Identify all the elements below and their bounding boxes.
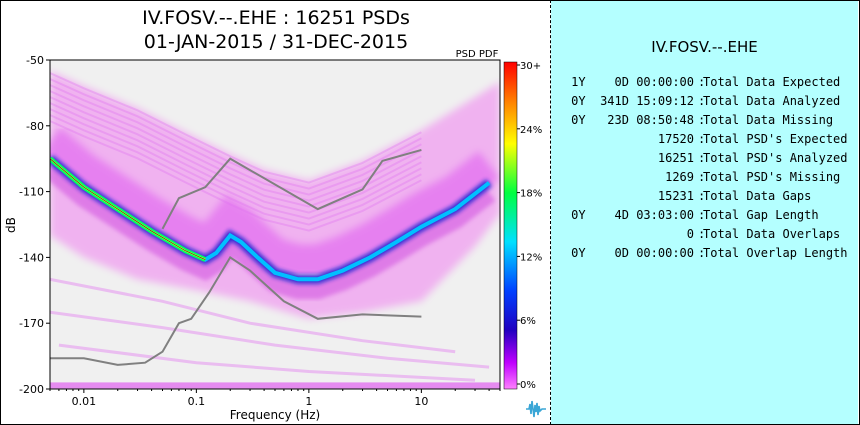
stats-separator: :: [698, 246, 706, 260]
stats-row: 17520: Total PSD's Expected: [551, 132, 858, 150]
seismic-wave-icon: [525, 397, 547, 419]
stats-label: Total Overlap Length: [703, 246, 848, 260]
stats-row: 0Y 23D 08:50:48: Total Data Missing: [551, 113, 858, 131]
x-tick-label: 10: [414, 395, 428, 408]
stats-label: Total Data Overlaps: [703, 227, 841, 241]
stats-label: Total Gap Length: [703, 208, 819, 222]
stats-row: 0: Total Data Overlaps: [551, 227, 858, 245]
stats-panel: IV.FOSV.--.EHE 1Y 0D 00:00:00: Total Data…: [551, 1, 858, 424]
colorbar-tick-label: 30+: [520, 61, 541, 72]
stats-value: 15231: [657, 189, 694, 203]
stats-separator: :: [698, 208, 706, 222]
high-noise-model-curve: [161, 148, 422, 230]
y-tick-label: -170: [19, 317, 44, 330]
pdf-faint-trace: [58, 343, 476, 382]
stats-separator: :: [698, 189, 706, 203]
y-tick-label: -200: [19, 383, 44, 396]
stats-value: 1269: [665, 170, 694, 184]
colorbar-title: PSD PDF: [456, 49, 499, 60]
chart-date-range: 01-JAN-2015 / 31-DEC-2015: [143, 31, 409, 53]
colorbar-tick-label: 24%: [520, 125, 542, 136]
pdf-faint-trace: [50, 90, 422, 202]
stats-separator: :: [698, 75, 706, 89]
stats-panel-title: IV.FOSV.--.EHE: [651, 38, 758, 56]
stats-label: Total Data Expected: [703, 75, 841, 89]
stats-row: 16251: Total PSD's Analyzed: [551, 151, 858, 169]
pdf-faint-trace: [50, 277, 456, 354]
colorbar-tick-label: 0%: [520, 380, 536, 391]
x-tick-label: 0.1: [188, 395, 206, 408]
stats-value: 0Y 4D 03:03:00: [571, 208, 694, 222]
pdf-faint-trace: [50, 78, 422, 190]
psd-pdf-chart: 0.01 0.1 1 10 -50 -80 -110 -140 -170 -200 Freque…: [4, 49, 547, 422]
pdf-faint-trace: [50, 310, 490, 369]
stats-label: Total PSD's Analyzed: [703, 151, 848, 165]
y-axis-label: dB: [4, 217, 18, 233]
x-axis: 0.01 0.1 1 10: [49, 389, 501, 408]
pdf-core-line: [50, 158, 206, 260]
stats-value: 0Y 0D 00:00:00: [571, 246, 694, 260]
stats-label: Total Data Analyzed: [703, 94, 841, 108]
chart-title: IV.FOSV.--.EHE : 16251 PSDs: [142, 7, 410, 29]
pdf-faint-trace: [50, 72, 422, 184]
low-noise-model-curve: [50, 255, 422, 366]
colorbar-tick-label: 12%: [520, 252, 542, 263]
stats-row: 1269: Total PSD's Missing: [551, 170, 858, 188]
pdf-faint-trace: [50, 108, 422, 220]
y-tick-label: -140: [19, 251, 44, 264]
stats-value: 0Y 341D 15:09:12: [571, 94, 694, 108]
stats-value: 0Y 23D 08:50:48: [571, 113, 694, 127]
pdf-faint-trace: [50, 102, 422, 214]
stats-separator: :: [698, 132, 706, 146]
stats-label: Total Data Gaps: [703, 189, 812, 203]
pdf-faint-trace: [50, 114, 422, 226]
stats-separator: :: [698, 94, 706, 108]
stats-separator: :: [698, 227, 706, 241]
pdf-faint-trace: [50, 96, 422, 208]
colorbar-ticks: 30+ 24% 18% 12% 6% 0%: [517, 61, 542, 391]
pdf-density-layers: [50, 71, 500, 389]
colorbar: [503, 61, 518, 390]
stats-value: 0: [686, 227, 694, 241]
pdf-floor-band: [50, 382, 500, 389]
x-tick-label: 0.01: [72, 395, 97, 408]
stats-separator: :: [698, 170, 706, 184]
y-tick-label: -110: [19, 186, 44, 199]
colorbar-tick-label: 18%: [520, 189, 542, 200]
stats-row: 15231: Total Data Gaps: [551, 189, 858, 207]
stats-row: 0Y 4D 03:03:00: Total Gap Length: [551, 208, 858, 226]
y-tick-label: -50: [26, 54, 44, 67]
x-tick-label: 1: [305, 395, 312, 408]
panel-divider: [550, 0, 551, 425]
x-axis-label: Frequency (Hz): [230, 408, 321, 422]
stats-separator: :: [698, 151, 706, 165]
pdf-faint-trace: [50, 84, 422, 196]
stats-value: 17520: [657, 132, 694, 146]
stats-label: Total PSD's Missing: [703, 170, 841, 184]
chart-panel: IV.FOSV.--.EHE : 16251 PSDs 01-JAN-2015 …: [1, 1, 550, 424]
stats-value: 1Y 0D 00:00:00: [571, 75, 694, 89]
stats-row: 1Y 0D 00:00:00: Total Data Expected: [551, 75, 858, 93]
colorbar-tick-label: 6%: [520, 316, 536, 327]
stats-label: Total Data Missing: [703, 113, 834, 127]
stats-row: 0Y 341D 15:09:12: Total Data Analyzed: [551, 94, 858, 112]
stats-value: 16251: [657, 151, 694, 165]
pdf-faint-trace: [50, 120, 422, 232]
stats-label: Total PSD's Expected: [703, 132, 848, 146]
stats-separator: :: [698, 113, 706, 127]
pdf-lower-spread: [50, 161, 496, 300]
y-axis: -50 -80 -110 -140 -170 -200: [19, 54, 50, 396]
y-tick-label: -80: [26, 120, 44, 133]
stats-row: 0Y 0D 00:00:00: Total Overlap Length: [551, 246, 858, 264]
pdf-upper-spread: [50, 127, 500, 279]
